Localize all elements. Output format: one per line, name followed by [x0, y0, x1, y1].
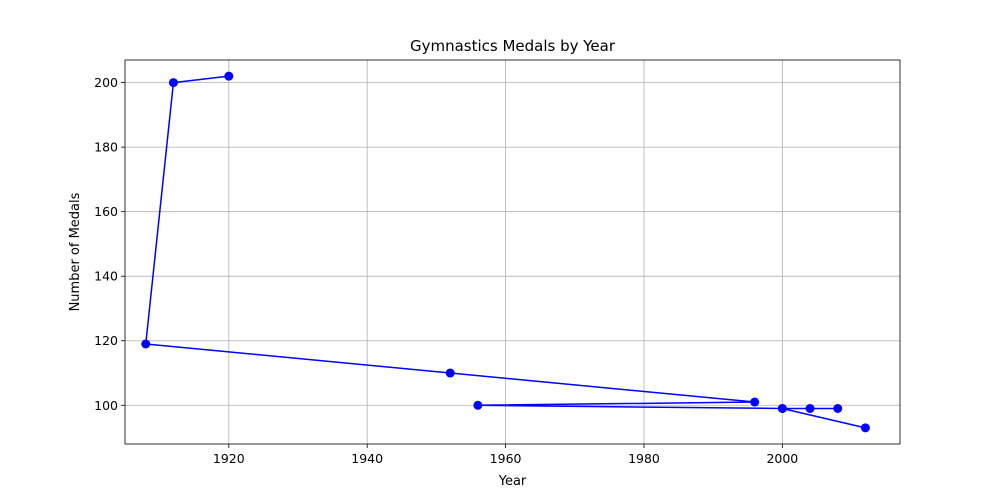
series-layer	[141, 71, 870, 433]
data-point	[445, 368, 455, 378]
x-tick-label: 2000	[766, 451, 798, 466]
data-point	[860, 423, 870, 433]
x-tick-label: 1920	[213, 451, 245, 466]
plot-frame	[124, 59, 901, 445]
y-tick-label: 200	[94, 75, 118, 90]
y-tick-label: 120	[94, 333, 118, 348]
x-tick-label: 1980	[628, 451, 660, 466]
ticks: 1920 1940 1960 1980 2000 100 120 140 160 180 200	[94, 75, 798, 466]
grid	[125, 60, 900, 444]
chart-title: Gymnastics Medals by Year	[410, 37, 616, 55]
y-tick-label: 140	[94, 269, 118, 284]
data-point	[833, 404, 843, 414]
data-point	[750, 397, 760, 407]
y-axis-label: Number of Medals	[68, 192, 83, 311]
y-tick-label: 160	[94, 204, 118, 219]
data-point	[473, 400, 483, 410]
x-tick-label: 1940	[351, 451, 383, 466]
x-axis-label: Year	[498, 474, 527, 489]
data-point	[805, 404, 815, 414]
data-point	[224, 71, 234, 81]
data-point	[777, 404, 787, 414]
x-tick-label: 1960	[490, 451, 522, 466]
y-tick-label: 180	[94, 140, 118, 155]
data-point	[141, 339, 151, 349]
y-tick-label: 100	[94, 398, 118, 413]
data-point	[168, 78, 178, 88]
